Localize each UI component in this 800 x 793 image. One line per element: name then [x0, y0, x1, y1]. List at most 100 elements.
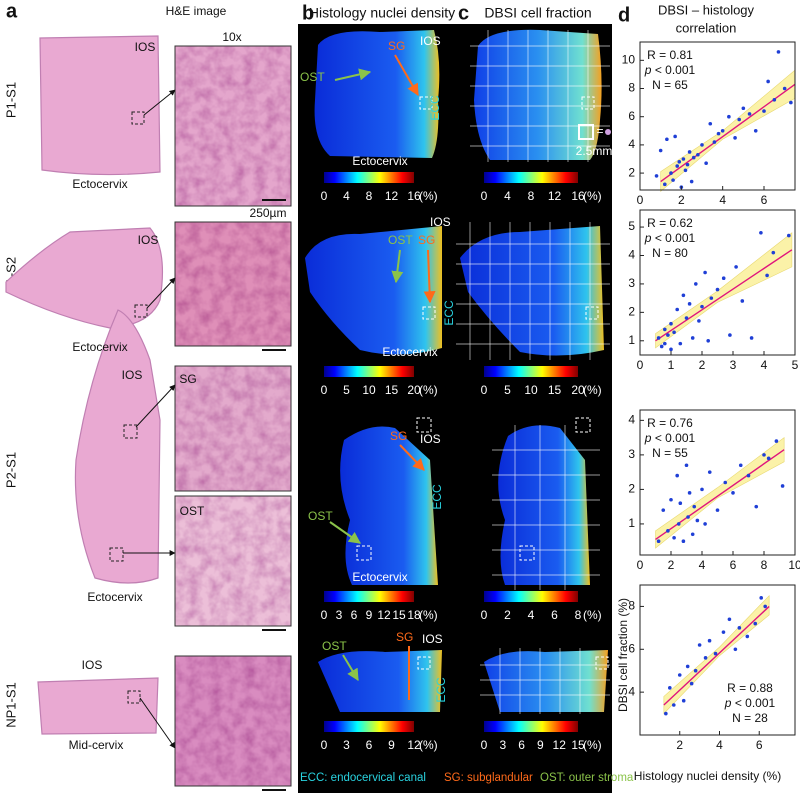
- density-maps-part: [417, 656, 431, 670]
- region-annotation: ECC: [430, 484, 444, 510]
- stat-text: < 0.001: [651, 431, 695, 445]
- data-point: [690, 532, 695, 537]
- data-point: [677, 673, 682, 677]
- colorbar-tick-label: 12: [385, 189, 399, 203]
- x-tick-label: 3: [730, 358, 737, 372]
- fraction-maps-part: [474, 29, 602, 160]
- data-point: [666, 333, 670, 337]
- x-tick-label: 2: [676, 738, 683, 752]
- data-point: [766, 79, 770, 84]
- he-images-part: [123, 424, 138, 439]
- density-maps-part: [305, 226, 442, 355]
- he-images-part: [175, 656, 291, 786]
- data-point: [676, 522, 681, 526]
- data-point: [747, 112, 752, 116]
- region-annotation: Ectocervix: [352, 154, 407, 168]
- sample-label: NP1-S1: [3, 682, 18, 728]
- colorbar-tick-label: 6: [518, 738, 525, 752]
- density-maps-part: [342, 654, 359, 682]
- x-tick-label: 5: [792, 358, 799, 372]
- colorbar-tick-label: 12: [553, 738, 567, 752]
- fraction-maps-part: [456, 30, 610, 714]
- x-tick-label: 4: [716, 738, 723, 752]
- fraction-maps-part: [519, 545, 535, 561]
- x-tick-label: 8: [761, 558, 768, 572]
- data-point: [663, 182, 667, 187]
- density-maps-part: [314, 30, 440, 158]
- stat-label: p < 0.001: [644, 231, 696, 245]
- colorbar-tick-label: 0: [481, 738, 488, 752]
- y-tick-label: 8: [628, 599, 635, 613]
- colorbar-tick-label: 18: [407, 608, 421, 622]
- density-maps-part: [334, 68, 372, 81]
- data-point: [677, 160, 682, 164]
- y-tick-label: 4: [628, 684, 635, 698]
- x-tick-label: 0: [637, 193, 644, 207]
- colorbar-tick-label: 4: [343, 189, 350, 203]
- data-point: [772, 97, 777, 102]
- fraction-maps-part: [595, 656, 609, 670]
- colorbar-tick-label: 0: [321, 608, 328, 622]
- data-point: [669, 321, 673, 326]
- data-point: [780, 484, 785, 488]
- he-images-part: [139, 697, 176, 749]
- colorbar-unit: (%): [419, 189, 438, 203]
- data-point: [695, 518, 700, 523]
- colorbar-tick-label: 12: [377, 608, 391, 622]
- y-tick-label: 4: [628, 137, 635, 151]
- data-point: [684, 316, 689, 320]
- data-point: [787, 233, 791, 238]
- legend-entry: OST: outer stroma: [540, 772, 634, 784]
- stat-text: p: [644, 63, 652, 77]
- colorbar-tick-label: 10: [362, 383, 376, 397]
- region-annotation: SG: [390, 429, 407, 443]
- y-tick-label: 1: [628, 516, 635, 530]
- he-images-part: [127, 690, 141, 704]
- data-point: [763, 604, 767, 609]
- colorbar-tick-label: 8: [575, 608, 582, 622]
- data-point: [669, 171, 673, 175]
- data-point: [672, 330, 676, 335]
- colorbar: [484, 366, 578, 377]
- colorbar: [484, 172, 578, 183]
- colorbar-tick-label: 2: [504, 608, 511, 622]
- region-annotation: SG: [396, 630, 413, 644]
- data-point: [765, 273, 769, 278]
- data-point: [681, 157, 686, 161]
- data-point: [686, 515, 690, 519]
- colorbar-tick-label: 15: [548, 383, 562, 397]
- x-tick-label: 0: [637, 558, 644, 572]
- data-point: [737, 117, 741, 122]
- x-tick-label: 10: [788, 558, 800, 572]
- x-tick-label: 2: [678, 193, 685, 207]
- he-images-part: [174, 495, 292, 627]
- x-tick-label: 0: [637, 358, 644, 372]
- data-point: [703, 522, 707, 526]
- he-annotation: IOS: [135, 40, 156, 54]
- data-point: [687, 491, 692, 495]
- colorbar-tick-label: 9: [388, 738, 395, 752]
- stat-text: < 0.001: [651, 63, 695, 77]
- x-tick-label: 4: [719, 193, 726, 207]
- data-point: [789, 100, 793, 105]
- data-point: [707, 470, 712, 474]
- fit-line: [655, 249, 793, 342]
- y-tick-label: 1: [628, 333, 635, 347]
- y-tick-label: 3: [628, 447, 635, 461]
- confidence-band: [655, 437, 785, 549]
- data-point: [733, 136, 737, 140]
- data-point: [681, 698, 686, 703]
- fit-line: [660, 83, 796, 183]
- legend-entry: ECC: endocervical canal: [300, 772, 426, 784]
- colorbar-tick-label: 12: [407, 738, 421, 752]
- data-point: [731, 491, 735, 495]
- data-point: [727, 617, 732, 622]
- data-point: [669, 347, 673, 352]
- he-images-part: [175, 496, 291, 626]
- he-images-part: [174, 221, 292, 347]
- colorbar-tick-label: 10: [524, 383, 538, 397]
- scale-equals: =: [596, 124, 603, 138]
